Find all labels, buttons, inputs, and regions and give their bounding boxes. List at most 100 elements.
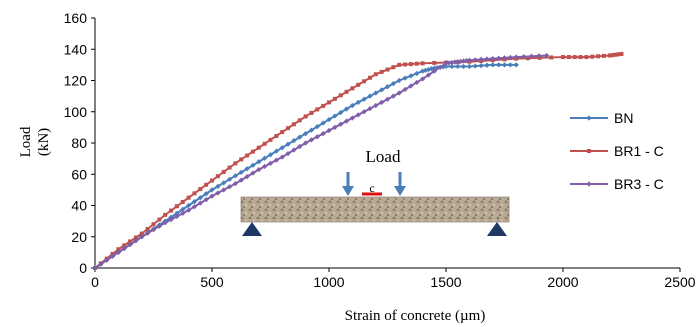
- series-line: [94, 63, 517, 269]
- data-point: [303, 140, 309, 146]
- data-point: [490, 62, 496, 68]
- data-point: [484, 62, 490, 68]
- right-support-icon: [487, 222, 507, 236]
- data-point: [601, 53, 606, 58]
- data-point: [250, 170, 256, 176]
- data-point: [578, 55, 583, 60]
- legend: BN BR1 - C BR3 - C: [570, 110, 664, 192]
- data-point: [314, 134, 320, 140]
- data-point: [402, 86, 408, 93]
- data-point: [379, 99, 385, 105]
- y-axis-title: Load (kN): [18, 126, 52, 157]
- data-point: [361, 96, 367, 102]
- data-point: [297, 118, 302, 123]
- data-point: [390, 93, 396, 99]
- data-point: [596, 54, 601, 59]
- legend-item: BR1 - C: [570, 143, 664, 159]
- data-point: [250, 149, 255, 154]
- data-point: [379, 87, 385, 93]
- data-point: [198, 187, 203, 192]
- data-point: [332, 124, 338, 130]
- data-point: [384, 96, 391, 102]
- legend-item: BR3 - C: [570, 176, 664, 192]
- x-tick-label: 1000: [313, 274, 344, 290]
- data-point: [367, 93, 373, 99]
- x-tick-label: 2000: [547, 274, 578, 290]
- data-point: [186, 202, 192, 209]
- data-point: [162, 220, 168, 226]
- data-point: [501, 62, 508, 68]
- data-point: [449, 63, 455, 70]
- data-point: [133, 238, 139, 244]
- data-point: [156, 223, 162, 229]
- data-point: [332, 113, 338, 119]
- data-point: [544, 52, 550, 59]
- data-point: [274, 133, 279, 138]
- data-point: [186, 195, 191, 200]
- data-point: [338, 93, 343, 98]
- y-tick-label: 20: [71, 229, 87, 245]
- data-point: [572, 55, 577, 60]
- data-point: [233, 161, 238, 166]
- data-point: [434, 65, 440, 71]
- data-point: [460, 63, 467, 70]
- legend-item: BN: [570, 110, 633, 126]
- data-point: [320, 120, 326, 126]
- data-point: [403, 62, 408, 67]
- data-point: [262, 141, 267, 146]
- x-tick-label: 1500: [430, 274, 461, 290]
- data-point: [391, 65, 396, 70]
- data-point: [121, 245, 127, 252]
- data-point: [226, 176, 233, 182]
- data-point: [297, 134, 303, 140]
- data-point: [396, 90, 402, 96]
- data-point: [157, 217, 162, 222]
- data-point: [256, 159, 262, 165]
- data-point: [186, 207, 192, 213]
- data-point: [478, 56, 484, 63]
- data-point: [373, 72, 378, 77]
- data-point: [303, 131, 309, 137]
- data-point: [349, 102, 355, 109]
- data-point: [373, 90, 379, 96]
- data-point: [297, 143, 303, 150]
- left-load-arrow-icon: [342, 172, 354, 196]
- legend-label: BR1 - C: [614, 143, 664, 159]
- concrete-beam: [240, 196, 510, 223]
- beam-diagram: Load c: [240, 147, 510, 236]
- data-point: [432, 60, 437, 65]
- data-point: [308, 137, 315, 143]
- data-point: [507, 54, 513, 61]
- data-point: [619, 51, 624, 56]
- data-point: [607, 53, 612, 58]
- data-point: [420, 61, 425, 66]
- x-tick-label: 500: [200, 274, 224, 290]
- data-point: [145, 226, 150, 231]
- data-point: [92, 265, 98, 271]
- data-point: [496, 62, 502, 68]
- data-point: [191, 204, 198, 210]
- data-point: [291, 122, 296, 127]
- data-point: [209, 187, 215, 193]
- data-point: [414, 79, 420, 86]
- data-point: [232, 173, 238, 179]
- data-point: [122, 243, 127, 248]
- data-point: [104, 257, 110, 263]
- data-point: [192, 191, 197, 196]
- data-point: [109, 253, 116, 259]
- data-point: [197, 200, 203, 206]
- data-point: [584, 55, 589, 60]
- data-point: [449, 59, 455, 66]
- data-point: [408, 73, 414, 79]
- data-point: [344, 89, 349, 94]
- data-point: [610, 53, 615, 58]
- data-point: [273, 157, 279, 163]
- y-tick-label: 100: [64, 104, 88, 120]
- data-point: [472, 57, 478, 63]
- data-point: [490, 56, 496, 62]
- data-point: [561, 55, 565, 60]
- x-tick-label: 0: [91, 274, 99, 290]
- data-point: [521, 54, 527, 60]
- legend-marker: [586, 115, 592, 121]
- data-point: [285, 141, 291, 147]
